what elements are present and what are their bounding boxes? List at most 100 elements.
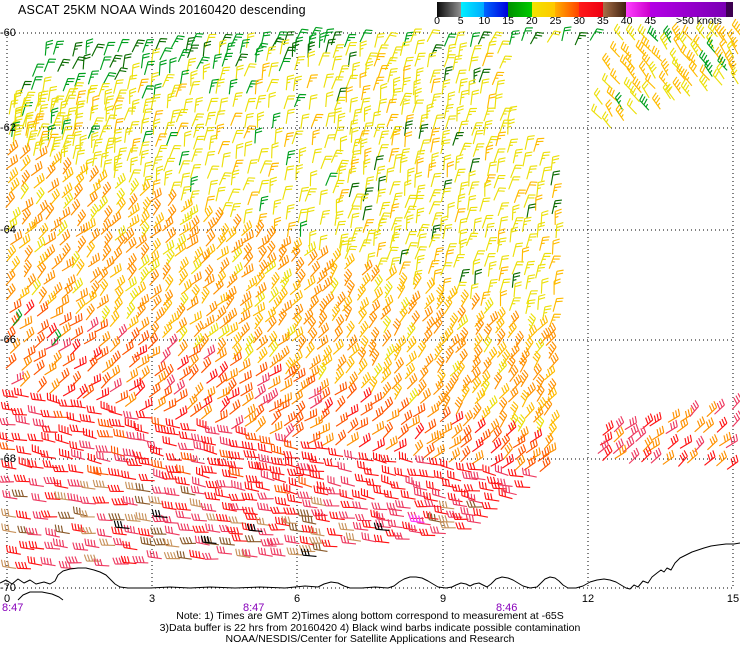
colorbar-tick-label: 5	[457, 15, 464, 27]
wind-barb	[31, 444, 46, 456]
wind-barb	[218, 524, 236, 533]
wind-barb	[252, 302, 266, 317]
wind-barb	[215, 305, 227, 322]
wind-barb	[165, 453, 182, 461]
wind-barb	[428, 457, 445, 467]
wind-barb	[265, 252, 277, 269]
wind-barb	[651, 45, 663, 62]
wind-barb	[482, 464, 497, 477]
wind-barb	[658, 70, 669, 88]
wind-barb	[419, 469, 435, 478]
wind-barb	[245, 276, 258, 292]
wind-barb	[625, 23, 636, 41]
wind-barb	[283, 439, 299, 450]
wind-barb	[359, 138, 368, 155]
wind-barb	[394, 467, 409, 478]
wind-barb	[11, 371, 25, 385]
wind-barb	[129, 87, 137, 105]
wind-barb	[226, 387, 240, 401]
wind-barb	[89, 104, 99, 121]
wind-barb	[495, 79, 505, 95]
wind-barb	[379, 82, 388, 100]
wind-barb	[441, 129, 451, 146]
wind-barb	[548, 341, 557, 359]
wind-barb	[7, 139, 19, 156]
wind-barb	[337, 65, 350, 79]
wind-barb	[526, 324, 538, 341]
wind-barb	[454, 208, 466, 223]
wind-barb	[319, 189, 328, 205]
wind-barb	[364, 60, 374, 77]
wind-barb	[193, 123, 205, 138]
wind-barb	[199, 333, 209, 351]
wind-barb	[220, 395, 231, 413]
wind-barb	[268, 363, 282, 377]
wind-barb	[432, 268, 442, 285]
wind-barb	[83, 554, 101, 562]
wind-barb	[50, 216, 62, 232]
wind-barb	[217, 324, 230, 340]
wind-barb	[67, 492, 83, 503]
wind-barb	[176, 464, 191, 475]
wind-barb	[244, 333, 255, 351]
wind-barb	[203, 386, 216, 401]
wind-barb	[288, 477, 303, 488]
wind-barb	[192, 525, 209, 533]
wind-barb	[92, 94, 100, 112]
wind-barb	[228, 450, 244, 460]
wind-barb	[699, 64, 710, 81]
wind-barb	[283, 450, 300, 459]
wind-barb	[352, 138, 363, 154]
wind-barb	[274, 496, 290, 507]
wind-barb	[536, 315, 549, 331]
wind-barb	[163, 157, 176, 172]
wind-barb	[72, 542, 89, 551]
wind-barb	[5, 352, 17, 369]
wind-barb	[158, 59, 167, 76]
wind-barb	[548, 255, 561, 269]
wind-barb	[334, 367, 345, 384]
footnote-line-3: NOAA/NESDIS/Center for Satellite Applica…	[225, 633, 515, 645]
wind-barb	[215, 78, 225, 94]
wind-barb	[43, 58, 56, 72]
wind-barb	[109, 263, 122, 278]
wind-barb	[706, 37, 717, 54]
wind-barb	[92, 150, 102, 167]
colorbar-tick-label: 25	[549, 15, 562, 27]
wind-barb	[427, 402, 440, 418]
wind-barb	[126, 431, 142, 441]
wind-barb	[97, 418, 113, 428]
wind-barb	[202, 63, 211, 80]
wind-barb	[343, 33, 357, 48]
wind-barb	[286, 221, 297, 237]
wind-barb	[725, 433, 739, 449]
wind-barb	[331, 303, 341, 322]
wind-barb	[320, 353, 333, 369]
wind-barb	[495, 316, 505, 334]
wind-barb	[43, 231, 57, 246]
wind-barb	[155, 144, 168, 159]
wind-barb	[620, 41, 632, 58]
wind-barb	[517, 426, 529, 442]
wind-barb	[293, 93, 307, 108]
footnotes: Note: 1) Times are GMT 2)Times along bot…	[0, 610, 740, 646]
wind-barb	[221, 501, 237, 512]
wind-barb	[452, 131, 464, 146]
wind-barb	[460, 506, 476, 517]
wind-barb	[325, 38, 336, 54]
wind-barb	[335, 196, 344, 214]
wind-barb	[291, 244, 301, 262]
wind-barb	[356, 283, 366, 301]
wind-barb	[442, 224, 453, 240]
wind-barb	[298, 475, 313, 488]
wind-barb	[38, 222, 49, 240]
wind-barb	[116, 232, 126, 250]
wind-barb	[292, 303, 304, 320]
wind-barb	[134, 380, 146, 397]
wind-barb	[64, 94, 77, 109]
wind-barb	[231, 332, 242, 349]
wind-barb	[243, 450, 260, 459]
wind-barb	[125, 236, 137, 253]
wind-barb	[535, 415, 545, 434]
wind-barb	[599, 431, 613, 446]
